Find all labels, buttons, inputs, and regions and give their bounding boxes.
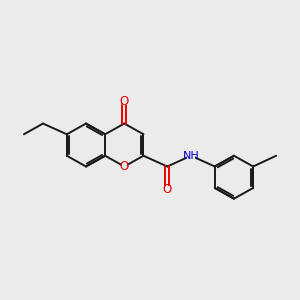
Text: O: O (163, 183, 172, 196)
Text: O: O (120, 160, 129, 173)
Bar (187, 152, 195, 160)
Bar (122, 163, 127, 170)
Bar (165, 186, 170, 193)
Text: O: O (120, 95, 129, 108)
Text: NH: NH (183, 151, 200, 161)
Bar (122, 98, 127, 105)
